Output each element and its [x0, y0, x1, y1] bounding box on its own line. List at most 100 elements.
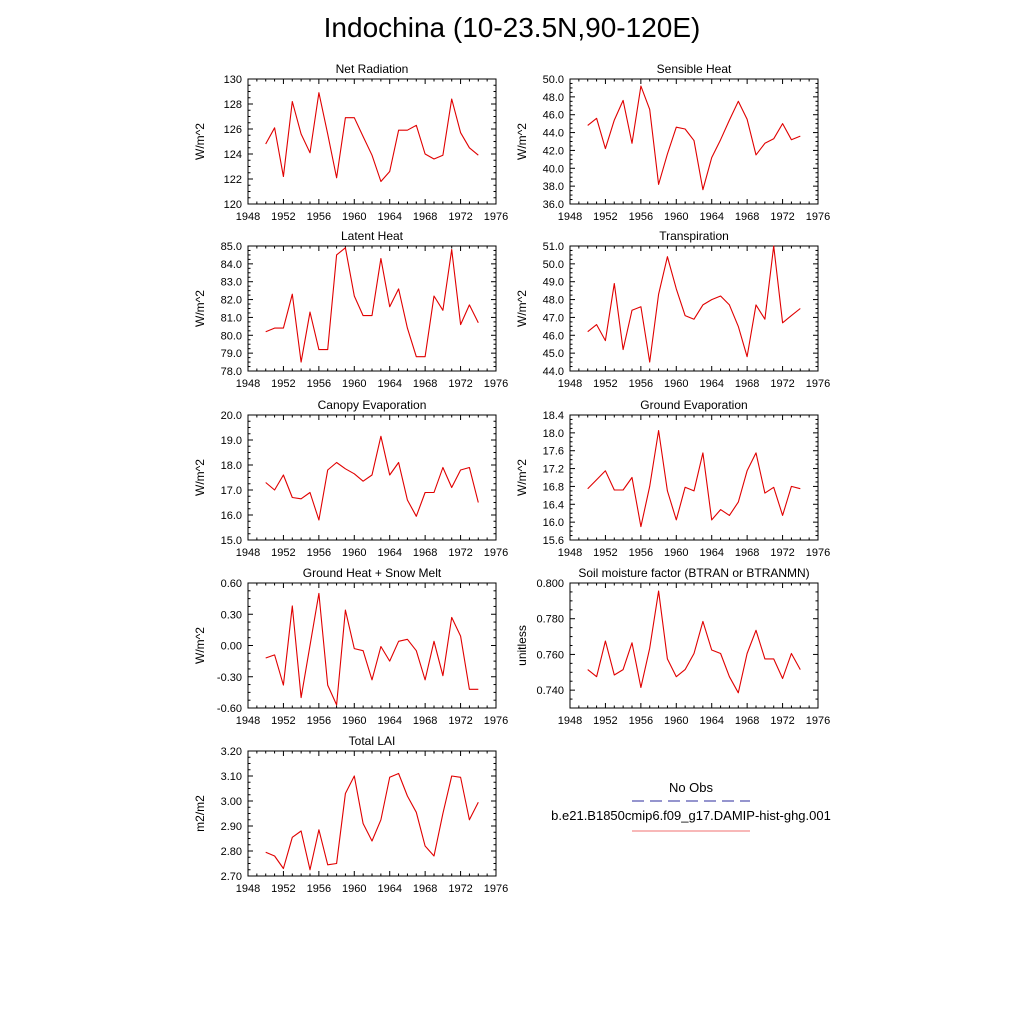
- x-tick-label: 1948: [558, 211, 582, 223]
- y-tick-label: 50.0: [543, 74, 564, 86]
- x-tick-label: 1956: [307, 378, 331, 390]
- x-tick-label: 1968: [413, 547, 437, 559]
- x-tick-label: 1972: [448, 547, 472, 559]
- x-tick-label: 1976: [806, 211, 830, 223]
- series-line: [587, 590, 801, 694]
- y-tick-label: 44.0: [543, 128, 564, 140]
- x-tick-label: 1964: [377, 547, 401, 559]
- x-tick-label: 1968: [413, 883, 437, 895]
- x-tick-label: 1948: [236, 211, 260, 223]
- y-tick-label: 81.0: [221, 312, 242, 324]
- y-tick-label: 3.10: [221, 771, 242, 783]
- y-tick-label: 120: [224, 199, 242, 211]
- series-line: [265, 247, 479, 363]
- y-tick-label: 0.760: [536, 649, 564, 661]
- y-tick-label: 48.0: [543, 295, 564, 307]
- x-tick-label: 1952: [593, 378, 617, 390]
- panel-title: Ground Heat + Snow Melt: [303, 566, 442, 580]
- y-tick-label: 48.0: [543, 92, 564, 104]
- y-tick-label: 18.0: [221, 460, 242, 472]
- x-tick-label: 1948: [236, 547, 260, 559]
- y-tick-label: 2.90: [221, 821, 242, 833]
- y-tick-label: -0.60: [217, 703, 242, 715]
- y-axis-label: W/m^2: [193, 627, 207, 664]
- chart-panel: Soil moisture factor (BTRAN or BTRANMN) u…: [515, 566, 830, 727]
- x-tick-label: 1968: [735, 715, 759, 727]
- x-tick-label: 1952: [271, 883, 295, 895]
- y-tick-label: 0.740: [536, 685, 564, 697]
- x-tick-label: 1960: [342, 211, 366, 223]
- chart-panel: Canopy Evaporation W/m^2 1948 1952 1956 1960 1…: [193, 398, 508, 559]
- x-tick-label: 1960: [664, 211, 688, 223]
- y-tick-label: 16.4: [543, 499, 564, 511]
- y-tick-label: 130: [224, 74, 242, 86]
- y-tick-label: 122: [224, 174, 242, 186]
- chart-panel: Ground Evaporation W/m^2 1948 1952 1956 1960 1…: [515, 398, 830, 559]
- y-axis-label: W/m^2: [515, 290, 529, 327]
- y-tick-label: 0.60: [221, 578, 242, 590]
- y-tick-label: 18.4: [543, 410, 564, 422]
- y-tick-label: 15.6: [543, 535, 564, 547]
- x-tick-label: 1952: [271, 715, 295, 727]
- x-tick-label: 1968: [735, 378, 759, 390]
- y-axis-label: unitless: [515, 625, 529, 666]
- y-tick-label: 0.800: [536, 578, 564, 590]
- x-tick-label: 1976: [806, 715, 830, 727]
- x-tick-label: 1976: [806, 547, 830, 559]
- x-tick-label: 1972: [448, 378, 472, 390]
- y-tick-label: 17.0: [221, 485, 242, 497]
- x-tick-label: 1960: [664, 378, 688, 390]
- x-tick-label: 1972: [448, 715, 472, 727]
- y-axis-label: W/m^2: [193, 459, 207, 496]
- y-tick-label: 82.0: [221, 295, 242, 307]
- y-axis-label: m2/m2: [193, 795, 207, 832]
- plot-frame: [247, 750, 497, 877]
- panel-title: Total LAI: [349, 734, 396, 748]
- x-tick-label: 1976: [484, 715, 508, 727]
- x-tick-label: 1964: [699, 211, 723, 223]
- panel-title: Soil moisture factor (BTRAN or BTRANMN): [578, 566, 809, 580]
- x-tick-label: 1952: [271, 211, 295, 223]
- plot-frame: [247, 582, 497, 709]
- y-tick-label: 40.0: [543, 163, 564, 175]
- series-line: [265, 772, 479, 871]
- y-tick-label: 0.780: [536, 614, 564, 626]
- panel-title: Net Radiation: [336, 62, 409, 76]
- x-tick-label: 1972: [448, 211, 472, 223]
- x-tick-label: 1972: [448, 883, 472, 895]
- x-tick-label: 1956: [307, 883, 331, 895]
- legend-model-label: b.e21.B1850cmip6.f09_g17.DAMIP-hist-ghg.…: [551, 808, 831, 823]
- plot-frame: [247, 78, 497, 205]
- series-line: [265, 592, 479, 706]
- series-line: [265, 92, 479, 183]
- chart-panel: Transpiration W/m^2 1948 1952 1956 1960 1964 19…: [515, 229, 830, 390]
- x-tick-label: 1968: [735, 211, 759, 223]
- x-tick-label: 1952: [593, 547, 617, 559]
- y-tick-label: 17.2: [543, 464, 564, 476]
- y-tick-label: 17.6: [543, 446, 564, 458]
- y-tick-label: 15.0: [221, 535, 242, 547]
- legend-obs-label: No Obs: [669, 780, 714, 795]
- x-tick-label: 1964: [699, 547, 723, 559]
- y-tick-label: 50.0: [543, 259, 564, 271]
- x-tick-label: 1956: [307, 715, 331, 727]
- plot-frame: [247, 414, 497, 541]
- y-tick-label: 0.00: [221, 641, 242, 653]
- x-tick-label: 1964: [377, 378, 401, 390]
- y-tick-label: 16.8: [543, 481, 564, 493]
- x-tick-label: 1948: [558, 378, 582, 390]
- x-tick-label: 1964: [377, 715, 401, 727]
- x-tick-label: 1960: [664, 715, 688, 727]
- x-tick-label: 1972: [770, 378, 794, 390]
- x-tick-label: 1960: [342, 883, 366, 895]
- y-tick-label: -0.30: [217, 672, 242, 684]
- x-tick-label: 1948: [236, 883, 260, 895]
- x-tick-label: 1952: [271, 378, 295, 390]
- y-tick-label: 79.0: [221, 348, 242, 360]
- y-tick-label: 78.0: [221, 366, 242, 378]
- x-tick-label: 1972: [770, 715, 794, 727]
- series-line: [587, 245, 801, 363]
- panel-title: Latent Heat: [341, 229, 404, 243]
- x-tick-label: 1956: [307, 211, 331, 223]
- x-tick-label: 1976: [484, 883, 508, 895]
